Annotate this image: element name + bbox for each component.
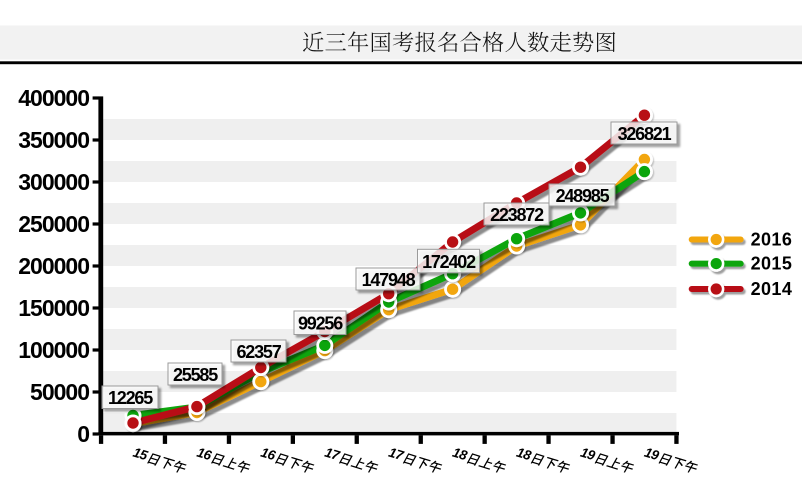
svg-text:100000: 100000 [18,337,89,363]
svg-text:2015: 2015 [751,254,793,274]
svg-text:62357: 62357 [236,342,281,362]
svg-text:16: 16 [195,445,214,464]
svg-text:147948: 147948 [362,270,416,290]
svg-text:99256: 99256 [298,314,343,334]
svg-text:50000: 50000 [30,379,89,405]
svg-text:223872: 223872 [490,205,544,225]
svg-text:25585: 25585 [173,365,218,385]
svg-text:19: 19 [579,445,598,464]
svg-text:326821: 326821 [618,124,672,144]
svg-text:200000: 200000 [18,253,89,279]
svg-text:16: 16 [259,445,278,464]
svg-text:172402: 172402 [422,252,476,272]
svg-text:300000: 300000 [18,169,89,195]
svg-text:350000: 350000 [18,127,89,153]
svg-text:15: 15 [131,445,150,464]
svg-text:18: 18 [515,445,534,464]
svg-text:0: 0 [77,421,89,447]
svg-text:2014: 2014 [751,279,793,299]
svg-text:18: 18 [451,445,470,464]
svg-text:250000: 250000 [18,211,89,237]
svg-text:2016: 2016 [751,230,793,250]
svg-text:19: 19 [643,445,662,464]
svg-text:248985: 248985 [556,186,610,206]
svg-text:400000: 400000 [18,85,89,111]
svg-text:12265: 12265 [108,388,153,408]
svg-text:150000: 150000 [18,295,89,321]
